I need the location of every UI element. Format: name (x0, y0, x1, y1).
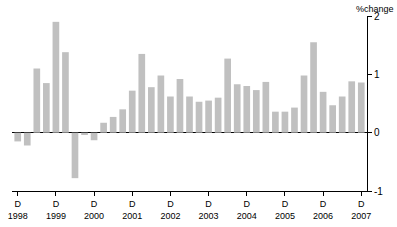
svg-text:D2005: D2005 (275, 199, 295, 221)
svg-text:0: 0 (374, 127, 380, 138)
svg-text:D2000: D2000 (84, 199, 104, 221)
svg-text:D2007: D2007 (351, 199, 371, 221)
svg-text:2: 2 (374, 11, 380, 22)
svg-text:D2006: D2006 (313, 199, 333, 221)
svg-text:D1999: D1999 (46, 199, 66, 221)
svg-text:-1: -1 (374, 186, 383, 197)
svg-text:D2001: D2001 (122, 199, 142, 221)
svg-text:D1998: D1998 (8, 199, 28, 221)
svg-text:D2004: D2004 (237, 199, 257, 221)
svg-text:1: 1 (374, 69, 380, 80)
svg-text:D2002: D2002 (160, 199, 180, 221)
svg-text:%change: %change (356, 4, 394, 14)
svg-text:D2003: D2003 (199, 199, 219, 221)
